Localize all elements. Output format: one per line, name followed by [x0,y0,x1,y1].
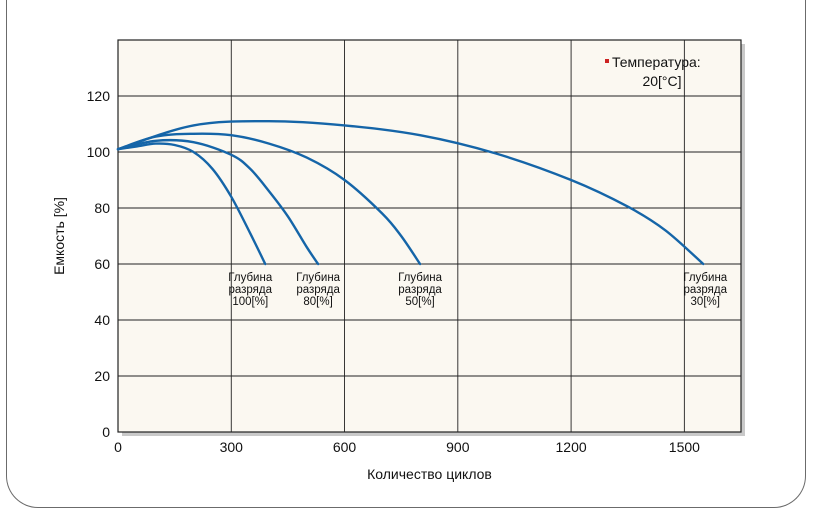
y-tick-label: 100 [87,144,111,160]
x-tick-label: 900 [446,439,470,455]
series-label-2: разряда [296,284,340,296]
series-line-4 [116,119,705,266]
series-label-3: разряда [398,284,442,296]
y-axis-label: Емкость [%] [51,197,67,275]
series-label-4: Глубина [683,272,728,284]
series-label-2: Глубина [296,272,341,284]
series-line-3 [116,132,422,266]
x-axis-label: Количество циклов [367,466,492,482]
series-label-1: 100[%] [232,296,268,308]
series-label-4: 30[%] [691,296,720,308]
series-label-1: разряда [228,284,272,296]
y-tick-label: 60 [94,256,110,272]
legend-text-line1: Температура: [612,54,701,70]
y-tick-label: 80 [94,200,110,216]
plot-area [117,39,742,433]
series-label-4: разряда [683,284,727,296]
series-label-3: 50[%] [405,296,434,308]
legend-text-line2: 20[°C] [642,73,681,89]
y-tick-label: 120 [87,88,111,104]
x-tick-label: 1200 [556,439,587,455]
series-label-1: Глубина [228,272,273,284]
legend-marker [605,59,609,63]
x-tick-label: 300 [220,439,244,455]
series-label-2: 80[%] [303,296,332,308]
y-tick-label: 0 [102,424,110,440]
plot-border [117,39,742,433]
y-tick-label: 40 [94,312,110,328]
y-tick-label: 20 [94,368,110,384]
series-line-1 [116,142,267,266]
x-tick-label: 1500 [669,439,700,455]
x-tick-label: 600 [333,439,357,455]
series-line-2 [116,138,320,266]
outer-frame [6,0,806,508]
x-tick-label: 0 [114,439,122,455]
series-label-3: Глубина [398,272,443,284]
